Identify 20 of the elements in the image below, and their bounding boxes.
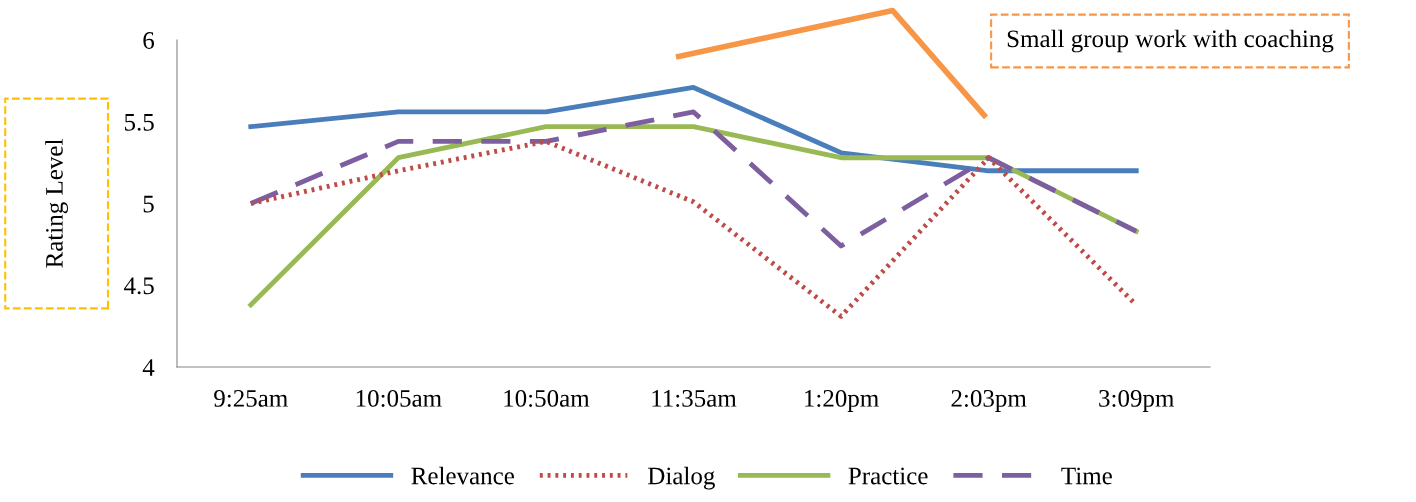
y-tick-label: 4 bbox=[142, 359, 155, 376]
y-tick-label: 5 bbox=[143, 195, 154, 213]
line-series bbox=[248, 109, 1139, 249]
x-tick-label: 3:09pm bbox=[1099, 389, 1175, 412]
x-tick-label: 10:05am bbox=[356, 389, 442, 407]
legend-label: Time bbox=[1061, 467, 1112, 485]
y-tick-label: 6 bbox=[143, 32, 155, 49]
legend-label: Dialog bbox=[648, 466, 715, 490]
y-axis-title: Rating Level bbox=[45, 139, 68, 268]
x-tick-label: 2:03pm bbox=[951, 389, 1027, 412]
x-tick-label: 9:25am bbox=[214, 390, 288, 407]
legend-label: Practice bbox=[848, 467, 928, 485]
y-tick-label: 4.5 bbox=[124, 277, 154, 295]
x-tick-label: 10:50am bbox=[504, 389, 590, 407]
legend-label: Relevance bbox=[411, 466, 514, 485]
line-series bbox=[248, 84, 1139, 174]
y-tick-label: 5.5 bbox=[124, 114, 154, 131]
x-tick-label: 1:20pm bbox=[805, 389, 879, 412]
annotation: Small group work with coaching bbox=[1007, 29, 1334, 53]
x-tick-label: 11:35am bbox=[652, 390, 737, 407]
